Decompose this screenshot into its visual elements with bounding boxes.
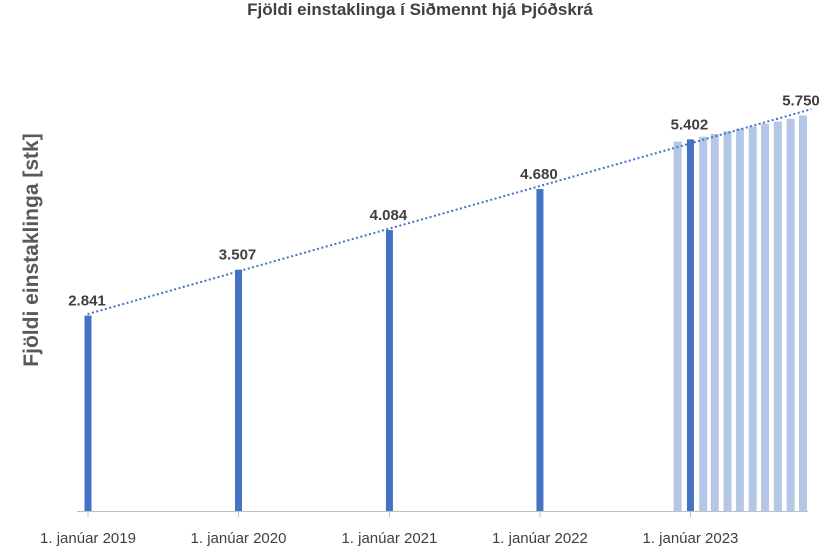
data-label-0-2: 4.084	[370, 207, 408, 224]
trendline	[87, 108, 812, 316]
data-label-0-1: 3.507	[219, 247, 257, 264]
monthly-bar-9	[799, 115, 807, 512]
x-tick-label-2: 1. janúar 2021	[341, 530, 437, 547]
data-label-0-3: 4.680	[520, 166, 558, 183]
yearly-bar-0	[84, 315, 92, 511]
monthly-bar-4	[735, 128, 744, 511]
monthly-bar-0	[673, 141, 682, 511]
yearly-bar-4	[686, 139, 694, 512]
yearly-bar-3	[536, 189, 544, 511]
x-tick-label-0: 1. janúar 2019	[40, 530, 136, 547]
monthly-bar-3	[723, 131, 732, 511]
monthly-bar-5	[748, 126, 757, 512]
data-label-1-9: 5.750	[782, 92, 820, 109]
x-tick-label-3: 1. janúar 2022	[492, 530, 588, 547]
monthly-bar-7	[773, 121, 782, 511]
monthly-bar-6	[761, 123, 770, 511]
data-label-0-4: 5.402	[671, 116, 709, 133]
chart-title: Fjöldi einstaklinga í Siðmennt hjá Þjóðs…	[247, 0, 593, 19]
monthly-bar-1	[699, 136, 708, 512]
monthly-bar-8	[786, 118, 795, 512]
x-tick-label-4: 1. janúar 2023	[642, 530, 738, 547]
data-label-0-0: 2.841	[68, 293, 106, 310]
monthly-bar-2	[710, 134, 719, 511]
yearly-bar-2	[385, 230, 393, 512]
x-tick-label-1: 1. janúar 2020	[191, 530, 287, 547]
yearly-bar-1	[235, 269, 243, 511]
